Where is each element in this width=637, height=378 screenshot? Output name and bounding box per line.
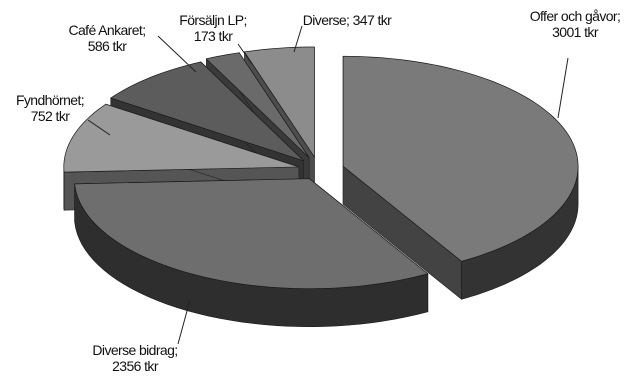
- data-label-line: Diverse; 347 tkr: [302, 12, 392, 28]
- leader-line: [293, 25, 303, 53]
- pie-slice-caf-ankaret: [109, 61, 304, 162]
- data-label-f-rs-ljn-lp: Försäljn LP; 173 tkr: [168, 12, 258, 44]
- data-label-line: 2356 tkr: [112, 358, 158, 374]
- data-label-line: 752 tkr: [30, 108, 70, 124]
- data-label-line: Försäljn LP;: [179, 12, 247, 28]
- data-label-line: 173 tkr: [193, 28, 233, 44]
- data-label-line: 3001 tkr: [552, 24, 598, 40]
- data-label-line: Diverse bidrag;: [92, 342, 178, 358]
- data-label-line: Fyndhörnet;: [15, 92, 85, 108]
- data-label-line: 586 tkr: [87, 38, 127, 54]
- leader-line: [87, 119, 111, 136]
- leader-line: [157, 35, 197, 73]
- data-label-caf-ankaret: Café Ankaret; 586 tkr: [52, 22, 162, 54]
- data-label-diverse: Diverse; 347 tkr: [282, 12, 412, 28]
- data-label-line: Café Ankaret;: [68, 22, 146, 38]
- pie-slice-diverse: [243, 46, 315, 159]
- pie-slice-fyndh-rnet: [63, 103, 299, 173]
- data-label-line: Offer och gåvor;: [529, 8, 621, 24]
- pie-slice-f-rs-ljn-lp: [205, 52, 310, 158]
- pie-slice-offer-och-g-vor: [342, 55, 579, 262]
- data-label-diverse-bidrag: Diverse bidrag; 2356 tkr: [60, 342, 210, 374]
- leader-line: [557, 57, 569, 119]
- leader-line: [177, 299, 191, 345]
- pie-slice-diverse-bidrag: [74, 178, 429, 290]
- data-label-fyndh-rnet: Fyndhörnet; 752 tkr: [4, 92, 96, 124]
- data-label-offer-och-g-vor: Offer och gåvor; 3001 tkr: [515, 8, 635, 40]
- leader-line: [237, 43, 253, 65]
